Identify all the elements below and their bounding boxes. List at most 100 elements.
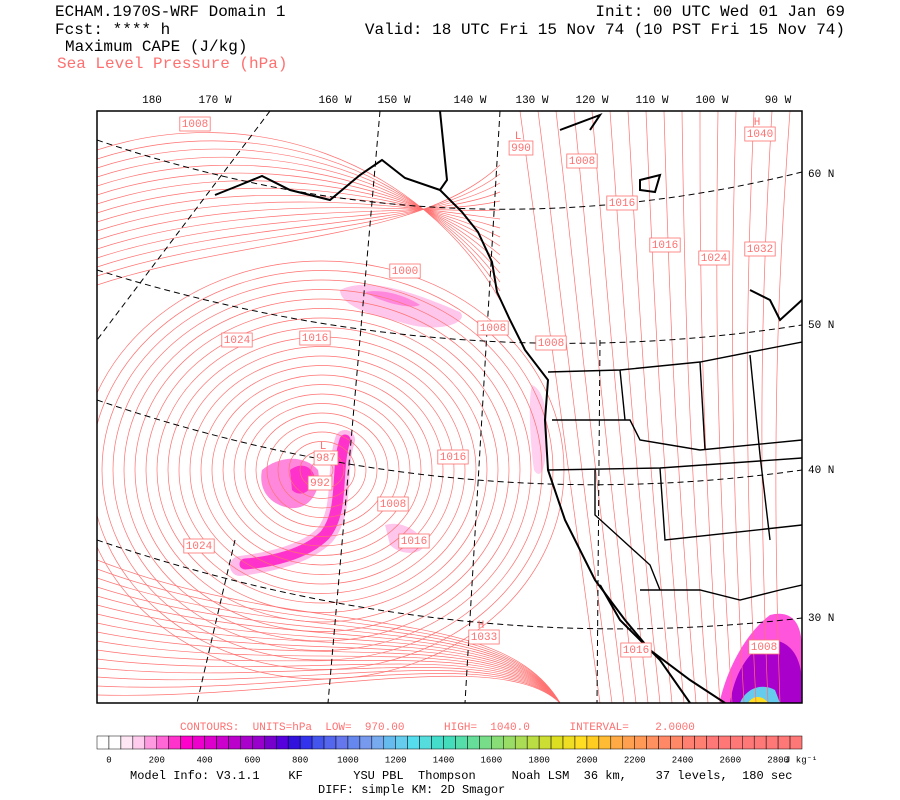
pressure-label: 1016	[440, 452, 466, 464]
coastlines	[214, 111, 802, 703]
map-frame	[96, 110, 803, 704]
isobar	[732, 111, 745, 703]
contour-field: Sea Level Pressure (hPa)	[57, 55, 287, 73]
isobar	[97, 140, 501, 292]
colorbar-tick-label: 2800	[767, 755, 789, 765]
isobar	[123, 298, 521, 642]
latitude-label: 30 N	[808, 613, 834, 625]
colorbar-swatch	[395, 735, 408, 750]
colorbar-swatch	[765, 735, 779, 750]
colorbar-swatch	[479, 735, 492, 750]
colorbar-swatch	[204, 735, 217, 750]
colorbar-swatch	[526, 735, 540, 750]
isobar	[555, 111, 625, 703]
colorbar-swatch	[706, 735, 719, 750]
latitude-label: 40 N	[808, 465, 834, 477]
colorbar-tick-label: 1800	[528, 755, 550, 765]
pressure-label: 1016	[302, 333, 328, 345]
label-box	[183, 538, 215, 554]
colorbar-swatch	[491, 735, 504, 750]
label-box	[377, 496, 409, 512]
colorbar-swatch	[228, 735, 241, 750]
colorbar-tick-label: 1600	[481, 755, 503, 765]
isobar	[97, 148, 501, 283]
isobar	[222, 384, 422, 556]
center-letter: H	[478, 620, 485, 632]
colorbar-tick-label: 1200	[385, 755, 407, 765]
label-box	[477, 320, 509, 336]
pressure-label: 1008	[480, 323, 506, 335]
isobar	[244, 403, 400, 537]
colorbar-tick-label: 0	[106, 755, 111, 765]
latitude-label: 60 N	[808, 169, 834, 181]
colorbar-swatch	[610, 735, 624, 750]
colorbar-tick-label: 2200	[624, 755, 646, 765]
isobar	[97, 658, 561, 703]
center-letter: L	[320, 441, 327, 453]
pressure-label: 1008	[751, 642, 777, 654]
label-box	[744, 126, 776, 142]
label-box	[748, 639, 780, 655]
label-box	[398, 533, 430, 549]
colorbar-swatch	[730, 735, 743, 750]
label-box	[744, 241, 776, 257]
colorbar-tick-label: 1400	[433, 755, 455, 765]
colorbar-tick-label: 2000	[576, 755, 598, 765]
isobar	[761, 111, 773, 703]
contour-info: CONTOURS: UNITS=hPa LOW= 970.00 HIGH= 10…	[180, 722, 695, 734]
colorbar-swatch	[777, 735, 791, 750]
label-box	[221, 332, 253, 348]
colorbar-swatch	[718, 735, 731, 750]
colorbar-tick-label: 1000	[337, 755, 359, 765]
isobar	[112, 289, 532, 651]
colorbar-swatch	[670, 735, 683, 750]
colorbar-swatch	[562, 735, 576, 750]
isobar	[97, 164, 501, 286]
pressure-label: 1016	[652, 240, 678, 252]
longitude-label: 90 W	[765, 95, 792, 107]
colorbar-swatch	[443, 735, 456, 750]
isobar	[97, 595, 561, 703]
isobar	[211, 374, 433, 566]
isobar	[97, 675, 561, 703]
diff-info: DIFF: simple KM: 2D Smagor	[318, 783, 505, 797]
colorbar-swatch	[753, 735, 767, 750]
label-box	[179, 116, 211, 132]
isobar	[591, 111, 649, 703]
colorbar-swatch	[586, 735, 600, 750]
colorbar: 0 200 400 600 800 1000 1200 1400 1600 1800 2000 220…	[96, 735, 817, 765]
forecast: Fcst: **** h	[55, 21, 170, 39]
colorbar-swatch	[299, 735, 313, 750]
colorbar-swatch	[311, 735, 325, 750]
label-box	[698, 250, 730, 266]
isobar	[189, 355, 455, 585]
pressure-label: 1040	[747, 129, 773, 141]
pressure-label: 990	[511, 143, 531, 155]
colorbar-swatch	[742, 735, 755, 750]
colorbar-unit: J kg⁻¹	[785, 755, 817, 765]
pressure-labels: 1008 1008 1016 1016 1024 1032 1000 1008 1008 1024…	[179, 116, 780, 658]
isobar	[134, 308, 510, 632]
colorbar-swatch	[156, 735, 169, 750]
latitude-label: 50 N	[808, 320, 834, 332]
colorbar-swatch	[371, 735, 385, 750]
colorbar-tick-label: 2400	[672, 755, 694, 765]
colorbar-swatch	[646, 735, 659, 750]
colorbar-swatch	[144, 735, 157, 750]
colorbar-swatch	[168, 735, 181, 750]
isobar	[266, 422, 378, 518]
colorbar-swatch	[275, 735, 289, 750]
longitude-label: 160 W	[318, 95, 351, 107]
colorbar-swatch	[192, 735, 205, 750]
longitude-label: 130 W	[515, 95, 548, 107]
isobar	[101, 279, 543, 661]
longitude-label: 180	[142, 95, 162, 107]
colorbar-swatch	[216, 735, 229, 750]
isobar	[200, 365, 444, 575]
isobar	[97, 187, 501, 238]
pressure-label: 987	[316, 453, 336, 465]
isobar	[97, 673, 561, 703]
colorbar-swatch	[622, 735, 635, 750]
label-box	[620, 642, 652, 658]
isobar	[97, 568, 561, 703]
